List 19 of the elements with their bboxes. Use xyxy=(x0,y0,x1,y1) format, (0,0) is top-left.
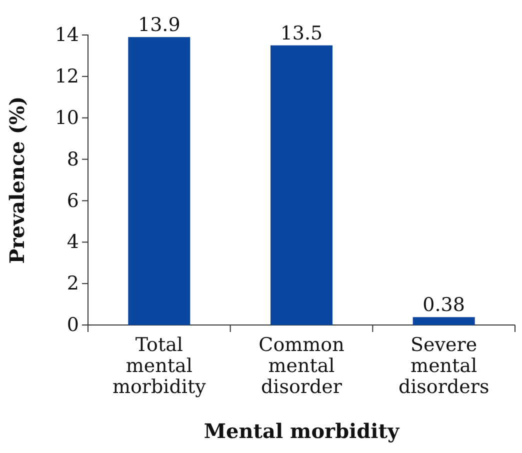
x-tick-label: Total mental morbidity xyxy=(112,334,206,398)
data-label: 13.5 xyxy=(280,22,323,44)
x-tick-label: Severe mental disorders xyxy=(398,334,490,398)
y-tick-label: 8 xyxy=(66,148,79,170)
y-axis-title: Prevalence (%) xyxy=(5,96,29,264)
y-tick-label: 6 xyxy=(66,190,79,212)
bar xyxy=(270,45,332,325)
y-tick-label: 2 xyxy=(66,272,79,295)
y-tick-label: 10 xyxy=(54,106,79,129)
y-tick-label: 12 xyxy=(54,66,79,88)
x-axis-title: Mental morbidity xyxy=(204,419,400,443)
bar xyxy=(412,317,475,325)
data-label: 0.38 xyxy=(422,294,465,316)
data-label: 13.9 xyxy=(138,14,180,36)
bar xyxy=(128,37,190,325)
y-tick-label: 14 xyxy=(54,24,79,46)
y-tick-label: 4 xyxy=(66,231,79,254)
x-tick-label: Common mental disorder xyxy=(258,334,344,398)
y-tick-label: 0 xyxy=(66,314,79,336)
